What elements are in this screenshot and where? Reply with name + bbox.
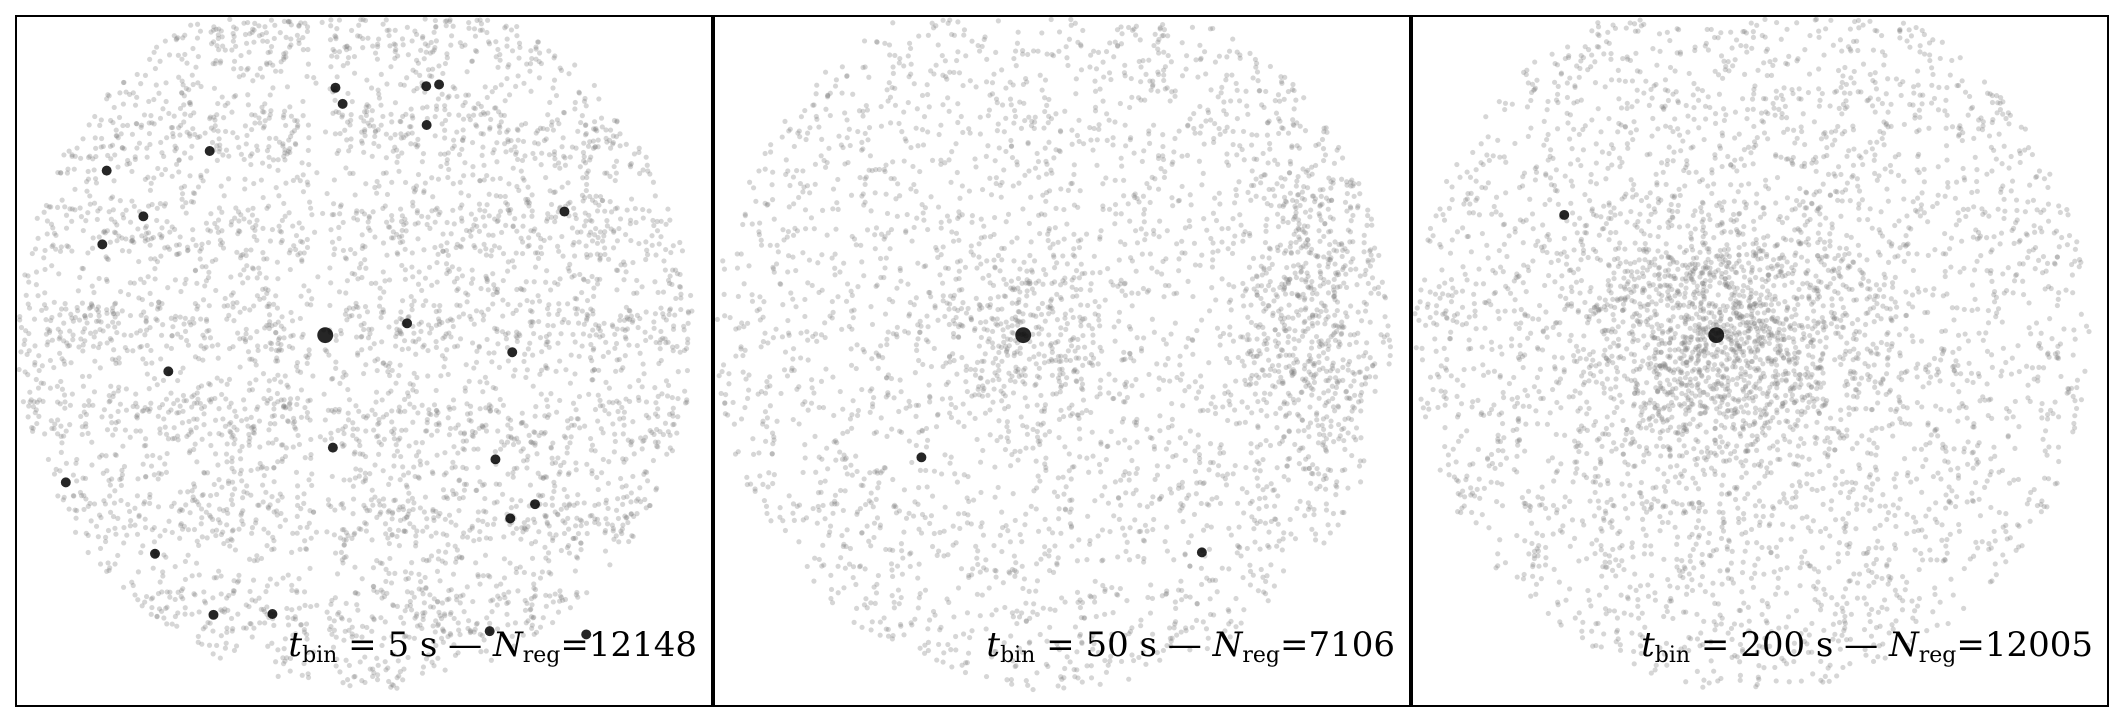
n-reg-value: =12148 xyxy=(560,625,697,665)
panel-2-caption: tbin = 50 s — Nreg=7106 xyxy=(986,628,1395,667)
image-panel-3: tbin = 200 s — Nreg=12005 xyxy=(1411,15,2109,707)
n-subscript: reg xyxy=(1242,643,1280,668)
image-panel-2: tbin = 50 s — Nreg=7106 xyxy=(713,15,1411,707)
t-bin-value: = 200 s — xyxy=(1690,625,1889,665)
t-bin-value: = 50 s — xyxy=(1035,625,1213,665)
t-subscript: bin xyxy=(1000,643,1036,668)
n-subscript: reg xyxy=(1918,643,1957,668)
n-variable: N xyxy=(1212,625,1243,665)
panel-3-caption: tbin = 200 s — Nreg=12005 xyxy=(1641,628,2093,667)
event-scatter-1 xyxy=(17,17,695,691)
panel-1-caption: tbin = 5 s — Nreg=12148 xyxy=(288,628,697,667)
t-variable: t xyxy=(288,625,303,665)
image-panel-1: tbin = 5 s — Nreg=12148 xyxy=(15,15,713,707)
t-subscript: bin xyxy=(1654,643,1691,668)
n-variable: N xyxy=(1888,625,1919,665)
event-scatter-2 xyxy=(715,17,1393,693)
n-subscript: reg xyxy=(522,643,561,668)
t-bin-value: = 5 s — xyxy=(337,625,493,665)
t-variable: t xyxy=(986,625,1001,665)
event-scatter-3 xyxy=(1413,17,2092,690)
t-subscript: bin xyxy=(302,643,338,668)
n-variable: N xyxy=(492,625,523,665)
n-reg-value: =7106 xyxy=(1279,625,1395,665)
n-reg-value: =12005 xyxy=(1956,625,2093,665)
t-variable: t xyxy=(1641,625,1655,665)
